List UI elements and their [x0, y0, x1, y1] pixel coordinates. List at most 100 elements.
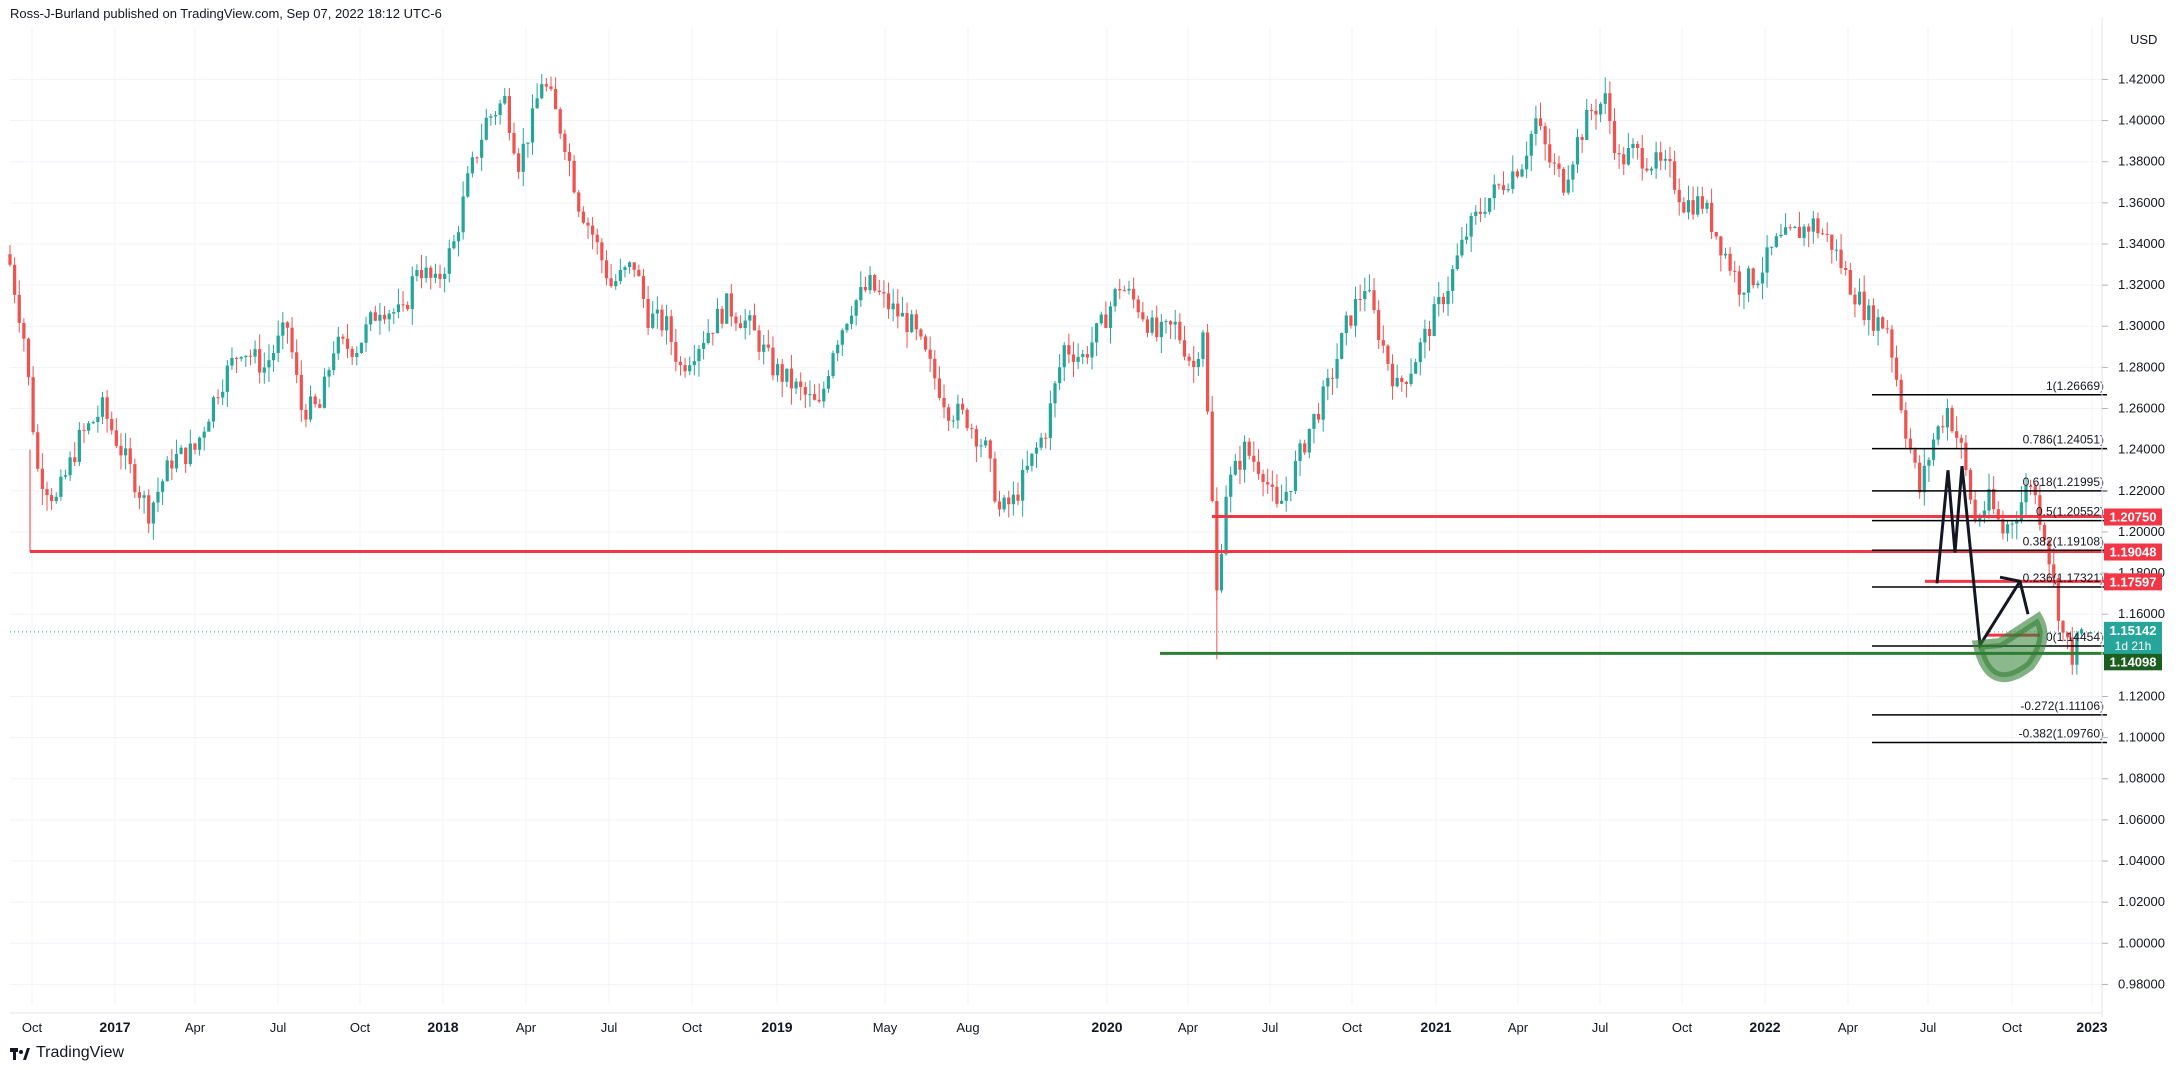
candle-body [734, 316, 738, 324]
candle-body [859, 286, 863, 301]
candle-body [1936, 426, 1940, 440]
candle-body [1196, 358, 1200, 368]
candle-body [443, 273, 447, 279]
highlight-swoosh [1971, 611, 2048, 683]
candle-body [1876, 317, 1880, 331]
candle-body [711, 332, 715, 334]
candle-body [1862, 291, 1866, 321]
candle-body [988, 440, 992, 459]
candle-body [147, 495, 151, 524]
candle-body [1705, 202, 1709, 209]
candle-body [757, 330, 761, 352]
candle-body [364, 324, 368, 343]
candle-body [1279, 500, 1284, 504]
candle-body [1844, 268, 1848, 270]
level-tag-1.20750-bg [2104, 508, 2162, 526]
candle-body [2019, 502, 2024, 521]
candle-body [1178, 321, 1182, 341]
candle-body [110, 418, 114, 431]
price-tick-label: 1.32000 [2118, 277, 2165, 292]
candle-body [1663, 158, 1667, 161]
candle-body [1414, 362, 1418, 374]
candle-body [979, 445, 983, 447]
candle-body [1390, 363, 1395, 387]
candle-body [1048, 403, 1052, 438]
candle-body [2042, 524, 2047, 541]
candle-body [697, 348, 701, 362]
candle-body [1307, 428, 1311, 453]
candle-body [82, 429, 86, 431]
candle-body [2029, 485, 2033, 487]
candle-body [1691, 200, 1695, 215]
candle-body [1224, 496, 1228, 554]
candle-body [31, 377, 35, 433]
candle-body [669, 316, 673, 343]
price-tick-label: 1.34000 [2118, 236, 2165, 251]
candle-body [1746, 268, 1751, 293]
candle-body [1996, 509, 2000, 520]
candle-body [1034, 447, 1039, 454]
candle-body [197, 437, 202, 450]
time-tick-label: Oct [682, 1020, 703, 1035]
candle-body [1774, 236, 1778, 247]
candle-body [1737, 271, 1741, 295]
price-tick-label: 1.06000 [2118, 812, 2165, 827]
candle-body [960, 403, 965, 410]
candle-body [540, 84, 544, 99]
candle-body [1418, 342, 1422, 363]
candle-body [637, 269, 641, 277]
candle-body [581, 211, 585, 223]
candle-body [965, 409, 969, 429]
candle-body [2066, 632, 2070, 638]
candle-body [743, 320, 747, 329]
candle-body [253, 349, 257, 357]
candle-body [1122, 290, 1126, 292]
candle-body [267, 360, 271, 368]
candle-body [1608, 93, 1612, 122]
candle-body [96, 416, 100, 423]
candle-body [498, 103, 502, 115]
candle-body [1950, 407, 1954, 432]
candle-body [475, 157, 479, 159]
candle-body [873, 274, 877, 291]
fib-label: -0.382(1.09760) [2019, 727, 2104, 741]
candle-body [188, 443, 192, 465]
grid-lines [10, 28, 2102, 1005]
candle-body [674, 342, 678, 362]
candle-body [1941, 426, 1945, 428]
candle-body [1284, 491, 1288, 501]
candle-body [1599, 103, 1603, 115]
candle-body [1266, 482, 1270, 485]
candle-body [1108, 306, 1113, 328]
candle-body [577, 192, 581, 212]
level-tag-1.19048-bg [2104, 543, 2162, 561]
candle-body [262, 367, 266, 373]
candle-body [1400, 377, 1404, 382]
candle-body [1894, 357, 1899, 380]
candle-body [1326, 377, 1330, 387]
candle-body [1908, 438, 1913, 450]
candle-body [49, 495, 54, 502]
candle-body [1511, 171, 1515, 189]
candle-body [1548, 144, 1552, 163]
candle-body [1825, 233, 1829, 235]
candle-body [119, 445, 123, 456]
candle-body [1210, 411, 1214, 501]
candle-body [1455, 255, 1459, 270]
candle-body [456, 232, 461, 242]
candle-body [1275, 486, 1279, 504]
candle-body [1501, 185, 1506, 191]
candle-body [572, 160, 576, 193]
candle-body [105, 397, 109, 419]
candle-body [725, 293, 729, 324]
candle-body [905, 312, 909, 333]
level-tag-1.17597-bg [2104, 573, 2162, 591]
time-tick-label: Jul [1592, 1020, 1609, 1035]
candle-body [239, 357, 243, 359]
candle-body [1261, 473, 1265, 483]
candle-body [17, 294, 21, 323]
last-price-tag: 1.15142 [2110, 623, 2157, 638]
candle-body [174, 453, 179, 469]
candle-body [1913, 449, 1917, 463]
